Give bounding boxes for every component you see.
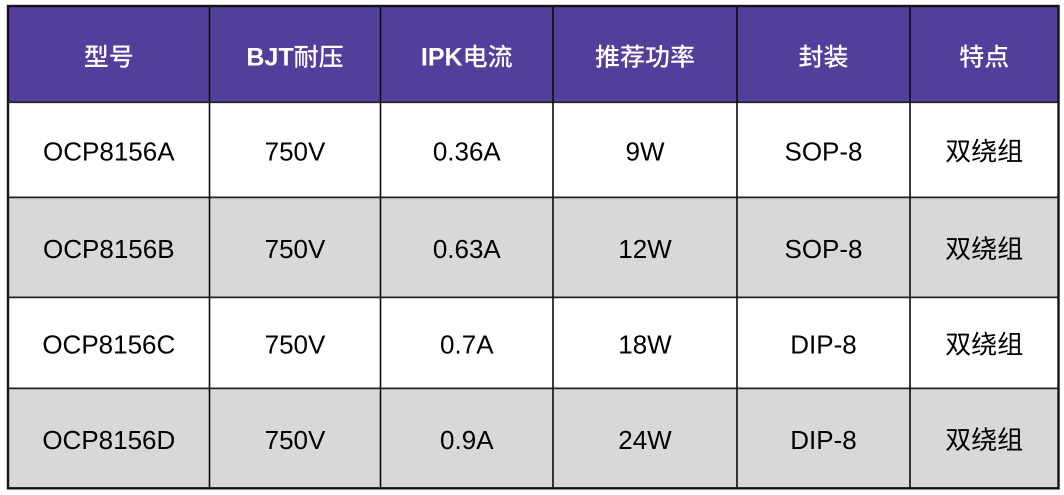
svg-text:DIP-8: DIP-8	[790, 425, 856, 455]
svg-text:750V: 750V	[265, 136, 326, 166]
svg-text:0.7A: 0.7A	[440, 330, 494, 360]
svg-text:12W: 12W	[618, 234, 672, 264]
svg-text:24W: 24W	[618, 425, 672, 455]
svg-text:750V: 750V	[265, 330, 326, 360]
svg-text:OCP8156B: OCP8156B	[43, 234, 175, 264]
svg-text:OCP8156D: OCP8156D	[42, 425, 175, 455]
svg-text:BJT: BJT	[246, 44, 293, 72]
svg-text:SOP-8: SOP-8	[784, 234, 862, 264]
svg-text:9W: 9W	[626, 136, 665, 166]
svg-text:OCP8156C: OCP8156C	[42, 330, 175, 360]
svg-text:750V: 750V	[265, 425, 326, 455]
svg-text:0.63A: 0.63A	[433, 234, 502, 264]
svg-text:0.9A: 0.9A	[440, 425, 494, 455]
svg-text:IPK: IPK	[421, 44, 463, 72]
svg-text:DIP-8: DIP-8	[790, 330, 856, 360]
svg-text:SOP-8: SOP-8	[784, 136, 862, 166]
svg-text:OCP8156A: OCP8156A	[43, 136, 175, 166]
svg-text:0.36A: 0.36A	[433, 136, 502, 166]
svg-text:750V: 750V	[265, 234, 326, 264]
svg-text:18W: 18W	[618, 330, 672, 360]
